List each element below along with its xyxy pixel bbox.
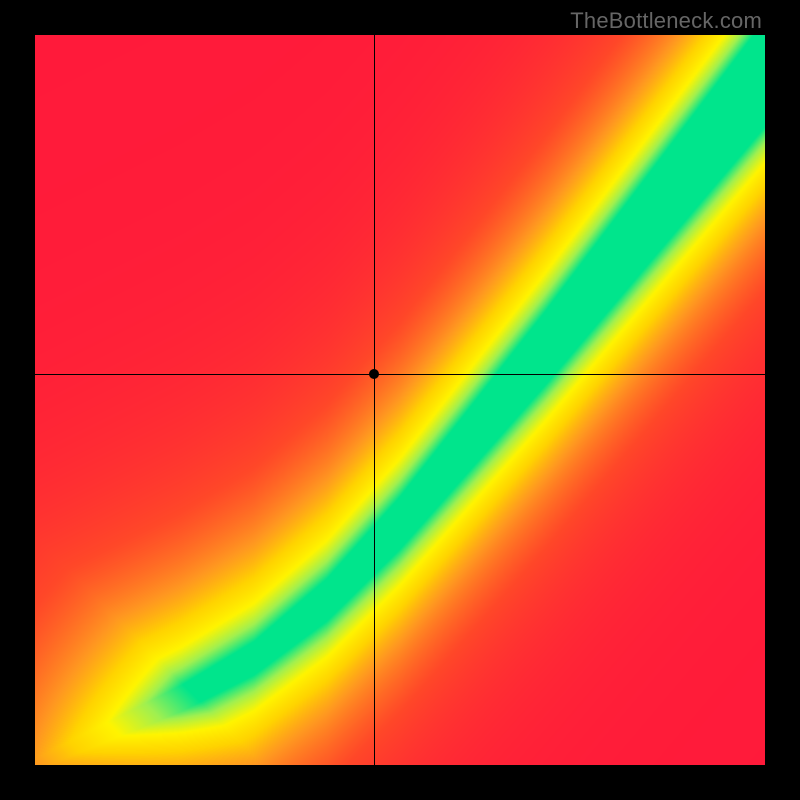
watermark-text: TheBottleneck.com	[570, 8, 762, 34]
crosshair-horizontal-line	[35, 374, 765, 375]
bottleneck-heatmap	[35, 35, 765, 765]
bottleneck-heatmap-container	[35, 35, 765, 765]
crosshair-vertical-line	[374, 35, 375, 765]
crosshair-point	[369, 369, 379, 379]
